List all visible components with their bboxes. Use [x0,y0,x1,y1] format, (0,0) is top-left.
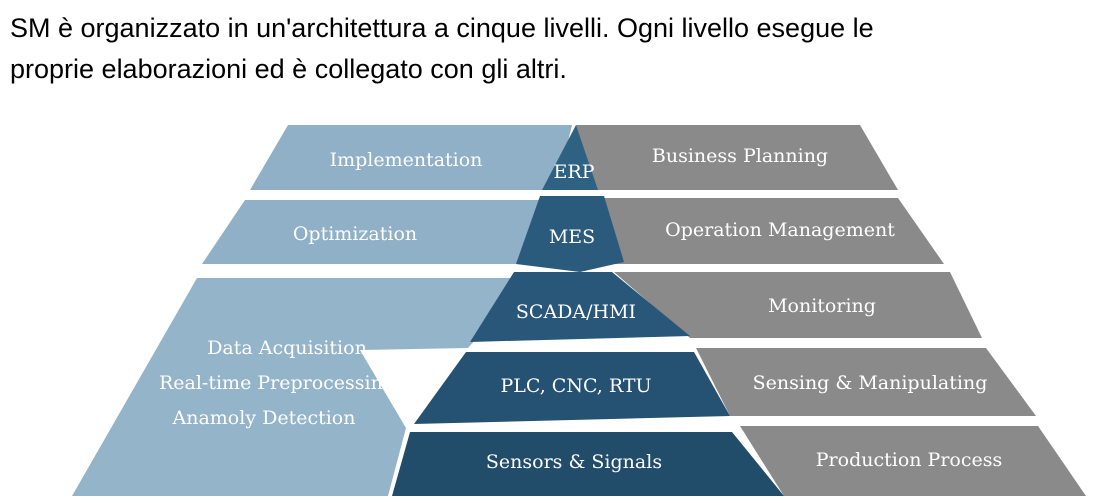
right-band-level4 [696,348,1036,416]
left-band-base [72,278,530,496]
label-erp: ERP [554,161,595,183]
intro-line-1: SM è organizzato in un'architettura a ci… [10,13,874,43]
label-business-planning: Business Planning [652,145,828,167]
label-production-process: Production Process [816,449,1002,471]
right-band-level5 [740,426,1086,496]
pyramid-tier-scada [470,272,690,342]
label-anamoly-detection: Anamoly Detection [172,407,356,429]
pyramid-tier-mes [516,196,624,272]
left-band-level2 [202,200,554,264]
label-plc-cnc-rtu: PLC, CNC, RTU [500,375,651,397]
right-band-level1 [576,125,898,190]
right-band-level2 [588,198,944,264]
label-sensors-signals: Sensors & Signals [486,451,662,473]
left-band-level1 [250,125,572,190]
label-monitoring: Monitoring [768,295,876,317]
label-real-time-preprocessing: Real-time Preprocessing [159,372,395,394]
label-sensing-manipulating: Sensing & Manipulating [753,372,988,394]
label-mes: MES [549,226,595,248]
label-implementation: Implementation [330,149,483,171]
label-optimization: Optimization [293,223,417,245]
label-scada-hmi: SCADA/HMI [516,301,636,323]
pyramid-tier-erp [542,125,598,190]
intro-line-2: proprie elaborazioni ed è collegato con … [10,54,567,84]
label-data-acquisition: Data Acquisition [207,337,367,359]
pyramid-tier-plc [414,352,730,424]
intro-paragraph: SM è organizzato in un'architettura a ci… [10,8,1105,90]
pyramid-tier-sensors [392,432,784,496]
label-operation-management: Operation Management [665,219,895,241]
right-band-level3 [614,272,982,338]
